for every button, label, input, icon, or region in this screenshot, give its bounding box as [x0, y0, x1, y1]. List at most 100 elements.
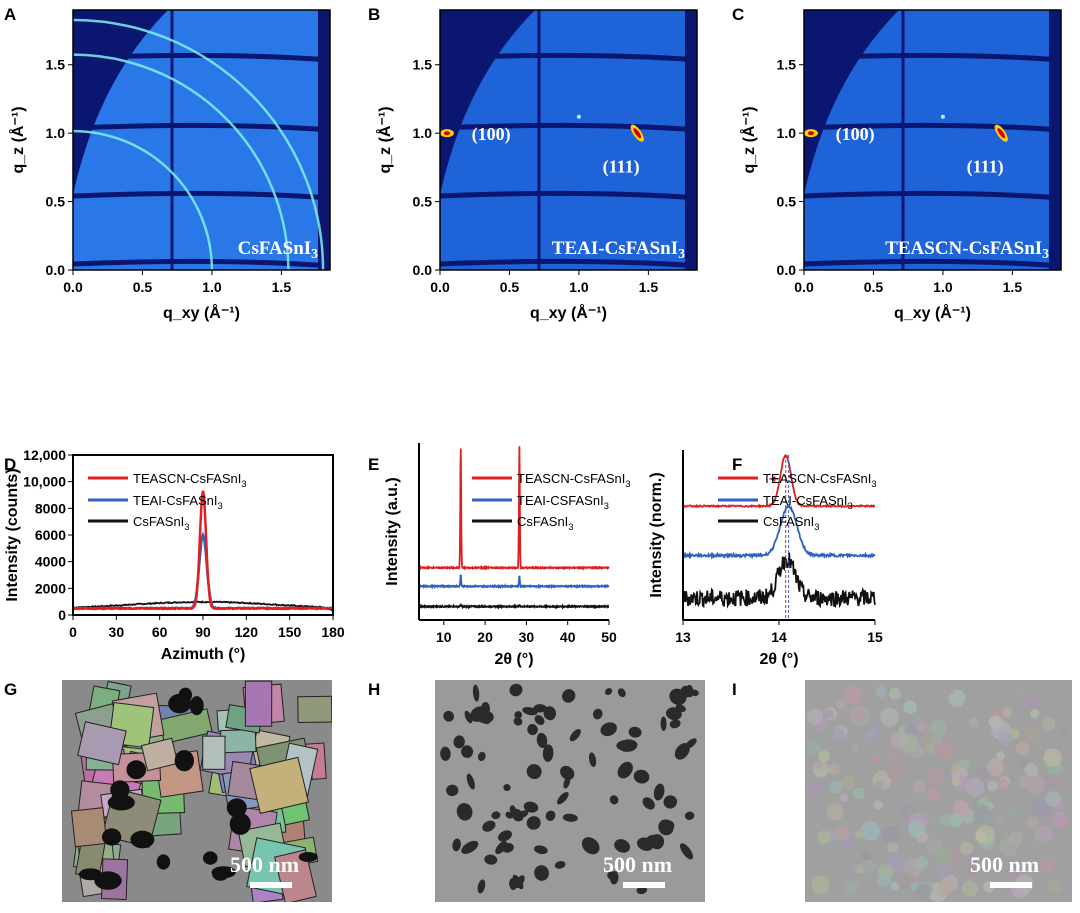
- grain: [1006, 803, 1021, 819]
- grain: [817, 830, 831, 844]
- pore: [534, 845, 548, 855]
- grain: [866, 730, 876, 739]
- grain: [996, 751, 1005, 760]
- grain: [831, 728, 845, 742]
- legend-label: CsFASnI3: [517, 514, 574, 532]
- pore: [453, 735, 465, 749]
- panel-label-e: E: [368, 455, 379, 474]
- peak-label-111: (111): [603, 157, 640, 178]
- y-tick-label: 1.0: [777, 125, 797, 141]
- chart-e: [418, 443, 610, 625]
- pore: [609, 870, 619, 885]
- x-tick-label: 1.5: [1003, 279, 1023, 295]
- grain: [824, 709, 835, 719]
- grain: [951, 776, 961, 786]
- pore: [466, 773, 475, 790]
- sample-label: CsFASnI3: [238, 238, 319, 261]
- pore: [452, 838, 461, 852]
- grain: [1043, 748, 1062, 767]
- x-tick-label: 180: [321, 624, 345, 640]
- grain: [840, 775, 855, 790]
- grain: [1046, 879, 1061, 894]
- grain: [861, 859, 876, 874]
- pore: [636, 886, 648, 895]
- pore: [609, 795, 619, 805]
- grain: [835, 826, 850, 842]
- void: [211, 866, 236, 879]
- diffraction-ring: [73, 129, 214, 270]
- sem-image: [805, 680, 1072, 902]
- x-tick-label: 1.0: [569, 279, 589, 295]
- detector-gap: [73, 122, 330, 133]
- pore: [527, 724, 538, 736]
- grain: [70, 807, 108, 848]
- x-tick-label: 20: [477, 629, 493, 645]
- peak-label-111: (111): [967, 157, 1004, 178]
- pore: [513, 717, 523, 726]
- y-tick-label: 1.0: [46, 125, 66, 141]
- grain: [986, 758, 1005, 777]
- void: [156, 854, 171, 870]
- grain: [969, 717, 980, 728]
- grain: [873, 800, 883, 810]
- y-axis-label: Intensity (a.u.): [384, 477, 401, 585]
- series-line-1: [418, 574, 610, 590]
- pore: [554, 860, 566, 869]
- series-line-0: [682, 454, 876, 509]
- grain: [939, 813, 951, 826]
- detector-area: [73, 10, 318, 270]
- grain: [244, 680, 273, 727]
- pore: [464, 710, 473, 724]
- scale-bar: [623, 882, 665, 888]
- grain: [851, 743, 860, 752]
- grain: [852, 708, 865, 721]
- grain: [934, 846, 953, 865]
- grain: [806, 740, 822, 756]
- grain: [1024, 725, 1040, 740]
- weak-spot: [576, 114, 581, 119]
- grain: [1009, 830, 1024, 845]
- grain: [924, 742, 936, 754]
- grain: [941, 825, 958, 842]
- x-axis-label: 2θ (°): [759, 651, 798, 668]
- grain: [916, 883, 932, 899]
- y-tick-label: 6000: [35, 527, 66, 543]
- diffraction-ring: [73, 53, 290, 270]
- grain: [1046, 775, 1065, 794]
- pore: [523, 801, 539, 813]
- pore: [536, 732, 548, 748]
- bragg-spot-111-core: [633, 128, 642, 139]
- pore: [522, 707, 538, 716]
- legend-label: TEASCN-CsFASnI3: [763, 471, 877, 489]
- grain: [850, 864, 859, 873]
- pore: [440, 746, 451, 761]
- grain: [896, 870, 914, 889]
- y-tick-label: 10,000: [23, 474, 66, 490]
- y-tick-label: 1.5: [46, 57, 66, 73]
- x-tick-label: 0.5: [500, 279, 520, 295]
- legend-label: TEAI-CsFASnI3: [133, 493, 223, 511]
- y-tick-label: 0.5: [413, 194, 433, 210]
- grain: [879, 707, 899, 727]
- grain: [297, 695, 332, 724]
- void: [107, 794, 135, 811]
- pore: [505, 811, 513, 819]
- grain: [274, 849, 317, 902]
- detector-gap: [804, 52, 1061, 63]
- y-tick-label: 12,000: [23, 447, 66, 463]
- pore: [588, 752, 597, 768]
- scale-bar-label: 500 nm: [603, 852, 672, 877]
- chart-f: [682, 450, 876, 625]
- grain: [202, 735, 226, 770]
- grain: [1002, 707, 1013, 718]
- grain: [965, 777, 985, 797]
- detector-gap: [440, 52, 697, 63]
- pore: [443, 710, 455, 722]
- x-tick-label: 150: [278, 624, 302, 640]
- x-axis-label: q_xy (Å⁻¹): [894, 303, 971, 322]
- shift-arrow-head: [769, 475, 776, 482]
- y-axis-label: q_z (Å⁻¹): [739, 106, 758, 173]
- grain: [903, 700, 917, 714]
- void: [189, 696, 204, 716]
